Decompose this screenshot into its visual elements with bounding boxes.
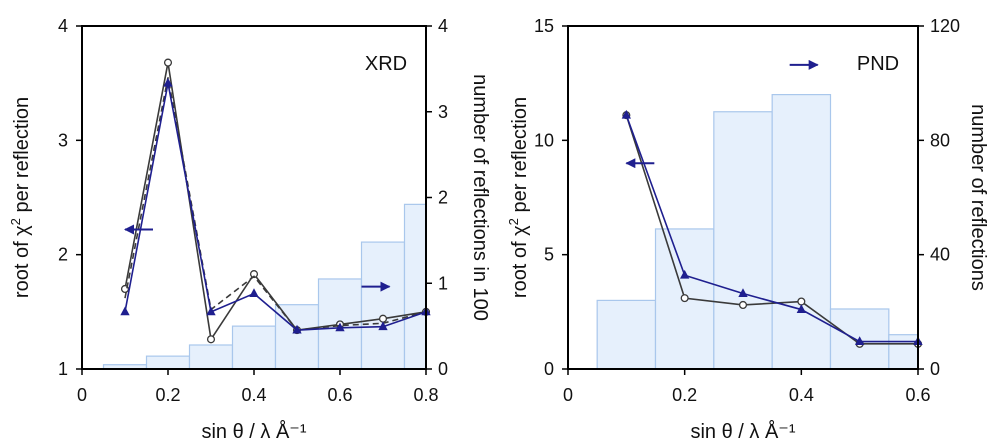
- y-tick-label: 4: [58, 16, 68, 36]
- data-point-triangle: [335, 322, 345, 332]
- x-tick-label: 0.2: [672, 385, 697, 405]
- y-axis-label-tail: per reflection: [11, 97, 33, 218]
- y-axis-label: root of χ2 per reflection: [8, 97, 33, 298]
- series-line: [124, 77, 427, 331]
- histogram-bar: [145, 355, 191, 370]
- y-tick-label: 5: [544, 245, 554, 265]
- data-point-triangle: [738, 288, 748, 297]
- y2-tick-label: 40: [930, 245, 950, 265]
- y-axis-label-text: root of χ: [11, 225, 33, 298]
- y-axis-label: root of χ2 per reflection: [506, 97, 531, 298]
- data-point-circle: [680, 294, 689, 303]
- x-tick-label: 0: [77, 385, 87, 405]
- data-point-circle: [797, 297, 806, 306]
- data-point-triangle: [621, 109, 631, 119]
- y-axis-label-sup: 2: [8, 218, 23, 225]
- y2-axis-label: number of reflections: [967, 104, 989, 291]
- histogram-bar: [403, 203, 427, 370]
- y2-tick-label: 1: [438, 273, 448, 293]
- y2-tick-label: 2: [438, 188, 448, 208]
- data-point-triangle: [680, 269, 690, 279]
- data-point-circle: [163, 58, 173, 67]
- y-tick-label: 10: [534, 130, 554, 150]
- data-point-circle: [206, 335, 216, 344]
- y-tick-label: 15: [534, 16, 554, 36]
- y-axis-label-tail: per reflection: [509, 97, 531, 218]
- data-point-triangle: [163, 77, 173, 87]
- histogram-bar: [596, 299, 657, 370]
- y2-tick-label: 120: [930, 16, 960, 36]
- panel-label: PND: [857, 53, 899, 75]
- histogram-bar: [188, 344, 234, 370]
- series-line: [124, 83, 427, 331]
- plot-frame: [567, 25, 919, 370]
- data-point-triangle: [249, 288, 259, 297]
- y-tick-label: 3: [58, 130, 68, 150]
- x-tick-label: 0.6: [327, 385, 352, 405]
- x-tick-label: 0: [563, 385, 573, 405]
- data-point-circle: [738, 300, 748, 310]
- y2-axis-label: number of reflections in 100: [469, 74, 491, 321]
- histogram-bar: [771, 93, 832, 370]
- histogram-bar: [888, 334, 919, 370]
- y-tick-label: 0: [544, 359, 554, 379]
- y-axis-label-sup: 2: [506, 218, 521, 225]
- data-point-triangle: [796, 304, 806, 313]
- series-line: [625, 114, 918, 343]
- x-axis-label: sin θ / λ Å⁻¹: [690, 420, 795, 442]
- x-tick-label: 0.2: [155, 385, 180, 405]
- y2-tick-label: 0: [930, 359, 940, 379]
- y2-tick-label: 4: [438, 16, 448, 36]
- data-point-triangle: [855, 336, 865, 345]
- x-axis-label: sin θ / λ Å⁻¹: [201, 420, 306, 442]
- histogram-bar: [231, 325, 277, 370]
- histogram-bar: [360, 241, 406, 370]
- series-line: [625, 114, 918, 345]
- x-tick-label: 0.6: [905, 385, 930, 405]
- y2-tick-label: 80: [930, 130, 950, 150]
- y2-tick-label: 3: [438, 102, 448, 122]
- y-tick-label: 2: [58, 245, 68, 265]
- histogram-bar: [713, 111, 773, 370]
- y2-tick-label: 0: [438, 359, 448, 379]
- y-axis-label-text: root of χ: [509, 225, 531, 298]
- x-tick-label: 0.4: [241, 385, 266, 405]
- histogram-bar: [274, 304, 320, 370]
- data-point-triangle: [292, 324, 302, 334]
- data-point-triangle: [378, 321, 388, 331]
- x-tick-label: 0.8: [413, 385, 438, 405]
- x-tick-label: 0.4: [789, 385, 814, 405]
- data-point-circle: [249, 270, 259, 279]
- data-point-circle: [378, 314, 388, 323]
- series-line: [124, 62, 427, 342]
- data-point-triangle: [120, 306, 130, 316]
- y-tick-label: 1: [58, 359, 68, 379]
- panel-label: XRD: [365, 53, 407, 75]
- data-point-triangle: [206, 306, 216, 316]
